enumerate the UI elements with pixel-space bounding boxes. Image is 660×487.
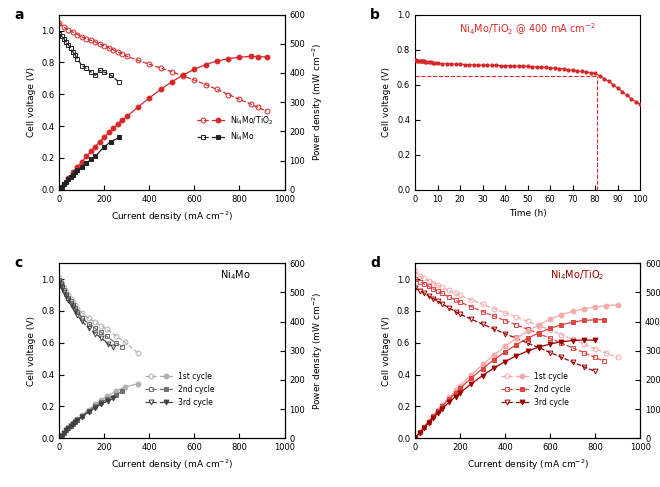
Point — [536, 63, 546, 71]
Point — [576, 67, 587, 75]
Y-axis label: Cell voltage (V): Cell voltage (V) — [382, 316, 391, 386]
Point — [518, 62, 529, 70]
Point — [469, 61, 479, 69]
Point — [432, 59, 443, 67]
Point — [482, 61, 492, 69]
X-axis label: Current density (mA cm$^{-2}$): Current density (mA cm$^{-2}$) — [111, 209, 233, 224]
Point — [412, 57, 422, 65]
X-axis label: Current density (mA cm$^{-2}$): Current density (mA cm$^{-2}$) — [111, 458, 233, 472]
Point — [617, 88, 628, 95]
Legend: Ni$_4$Mo/TiO$_2$, Ni$_4$Mo: Ni$_4$Mo/TiO$_2$, Ni$_4$Mo — [194, 111, 276, 146]
Point — [630, 98, 641, 106]
Text: Ni$_4$Mo: Ni$_4$Mo — [220, 268, 250, 282]
Point — [416, 57, 427, 65]
Point — [477, 61, 488, 69]
Point — [603, 77, 614, 85]
Point — [413, 57, 424, 65]
Point — [437, 60, 447, 68]
Point — [626, 95, 636, 103]
Y-axis label: Cell voltage (V): Cell voltage (V) — [382, 67, 391, 137]
Point — [423, 58, 434, 66]
Point — [572, 67, 582, 75]
Point — [419, 57, 430, 65]
Point — [513, 62, 524, 70]
Point — [410, 56, 420, 64]
Point — [554, 65, 564, 73]
Point — [446, 60, 456, 68]
Point — [527, 63, 537, 71]
Point — [459, 60, 470, 68]
Legend: 1st cycle, 2nd cycle, 3rd cycle: 1st cycle, 2nd cycle, 3rd cycle — [142, 369, 218, 410]
Point — [599, 75, 609, 82]
Point — [622, 91, 632, 99]
Point — [541, 64, 551, 72]
Point — [549, 64, 560, 72]
Text: c: c — [15, 256, 22, 270]
Point — [504, 62, 515, 70]
Point — [563, 66, 574, 74]
Point — [455, 60, 465, 68]
Y-axis label: Cell voltage (V): Cell voltage (V) — [27, 67, 36, 137]
Point — [418, 57, 428, 65]
Point — [428, 59, 438, 67]
Point — [522, 62, 533, 70]
Point — [486, 61, 497, 69]
Point — [635, 100, 645, 108]
Point — [500, 62, 510, 70]
Y-axis label: Cell voltage (V): Cell voltage (V) — [27, 316, 36, 386]
Point — [426, 58, 436, 66]
Point — [558, 65, 569, 73]
Point — [430, 59, 441, 67]
Text: a: a — [15, 8, 24, 21]
Point — [568, 66, 578, 74]
Y-axis label: Power density (mW cm$^{-2}$): Power density (mW cm$^{-2}$) — [311, 292, 325, 410]
Point — [590, 70, 601, 77]
Point — [421, 58, 432, 66]
Point — [595, 72, 605, 80]
X-axis label: Current density (mA cm$^{-2}$): Current density (mA cm$^{-2}$) — [467, 458, 589, 472]
Point — [420, 57, 430, 65]
Point — [585, 69, 596, 76]
Point — [450, 60, 461, 68]
Text: Ni$_4$Mo/TiO$_2$: Ni$_4$Mo/TiO$_2$ — [550, 268, 605, 282]
Point — [509, 62, 519, 70]
Point — [608, 81, 618, 89]
Point — [581, 68, 591, 76]
Point — [612, 84, 623, 92]
Text: b: b — [370, 8, 380, 21]
Point — [545, 64, 556, 72]
Point — [411, 56, 422, 64]
Legend: 1st cycle, 2nd cycle, 3rd cycle: 1st cycle, 2nd cycle, 3rd cycle — [498, 369, 574, 410]
Point — [531, 63, 542, 71]
Point — [496, 62, 506, 70]
Point — [415, 57, 426, 65]
Point — [491, 61, 502, 69]
Point — [464, 61, 475, 69]
Text: Ni$_4$Mo/TiO$_2$ @ 400 mA cm$^{-2}$: Ni$_4$Mo/TiO$_2$ @ 400 mA cm$^{-2}$ — [459, 21, 596, 37]
Point — [442, 60, 452, 68]
Point — [473, 61, 483, 69]
Point — [414, 57, 425, 65]
X-axis label: Time (h): Time (h) — [509, 209, 546, 218]
Y-axis label: Power density (mW cm$^{-2}$): Power density (mW cm$^{-2}$) — [311, 43, 325, 161]
Text: d: d — [370, 256, 380, 270]
